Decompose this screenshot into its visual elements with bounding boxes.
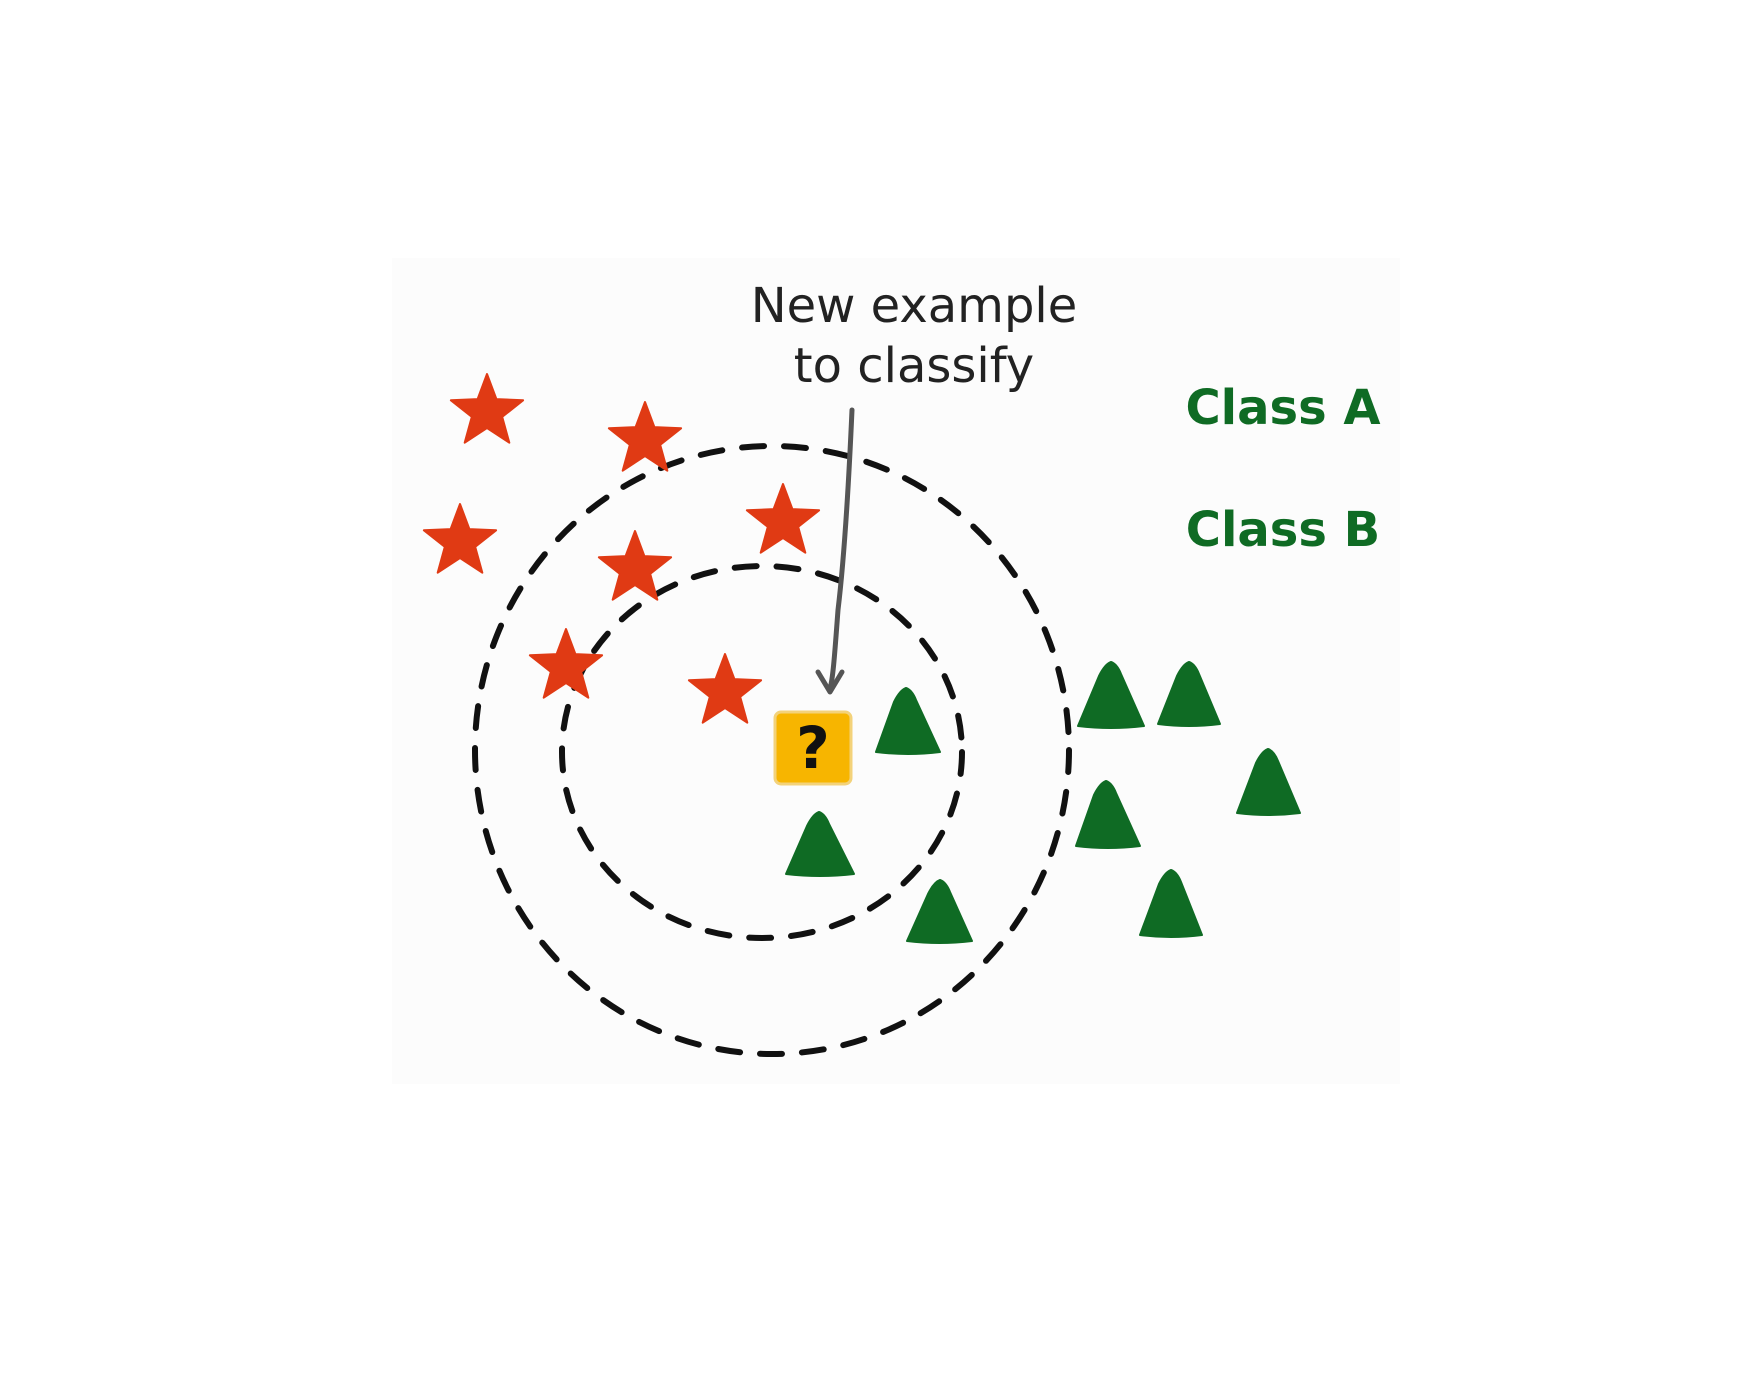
triangle-icon (1075, 780, 1141, 849)
star-icon (528, 628, 604, 699)
star-icon (687, 653, 763, 724)
triangle-icon (875, 687, 941, 755)
triangle-icon (1077, 661, 1145, 729)
query-point: ? (773, 710, 853, 786)
neighborhood-circles (472, 443, 1072, 1057)
star-icon (597, 530, 673, 601)
class-a-points (422, 373, 821, 724)
triangle-icon (1157, 661, 1221, 727)
triangle-icon (1139, 869, 1203, 938)
triangle-icon (785, 811, 855, 877)
star-icon (422, 503, 498, 574)
star-icon (745, 483, 821, 554)
star-icon (607, 401, 683, 472)
class-b-points (785, 661, 1301, 944)
arrow-head-icon (815, 669, 845, 695)
triangle-icon (906, 879, 973, 944)
question-box-icon (773, 710, 853, 786)
query-symbol: ? (796, 714, 830, 782)
star-icon (449, 373, 525, 444)
legend-class-b: Class B (1186, 502, 1381, 558)
annotation-line-2: to classify (794, 338, 1034, 394)
legend-class-a: Class A (1185, 380, 1380, 436)
triangle-icon (1236, 748, 1301, 816)
outer-neighborhood-circle (472, 443, 1072, 1057)
annotation-arrow (815, 407, 855, 695)
annotation-line-1: New example (751, 278, 1078, 334)
arrow-line (827, 407, 855, 691)
inner-neighborhood-circle (559, 563, 965, 941)
